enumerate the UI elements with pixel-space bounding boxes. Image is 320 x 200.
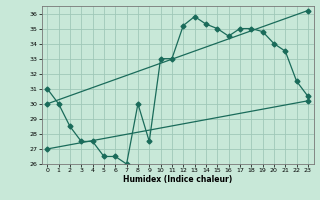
- X-axis label: Humidex (Indice chaleur): Humidex (Indice chaleur): [123, 175, 232, 184]
